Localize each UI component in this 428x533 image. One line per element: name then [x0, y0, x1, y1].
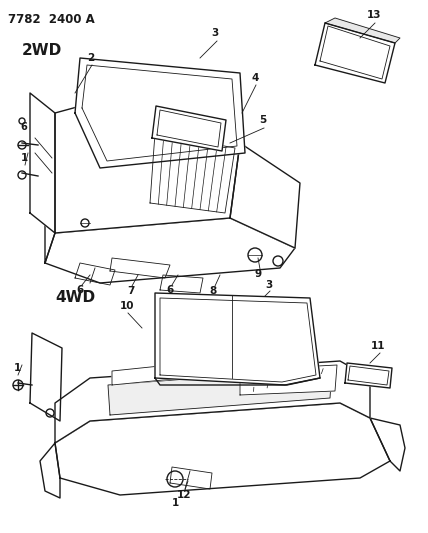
- Text: 1: 1: [171, 498, 178, 508]
- Text: 6: 6: [76, 285, 83, 295]
- Polygon shape: [112, 358, 237, 385]
- Text: 10: 10: [120, 301, 134, 311]
- Polygon shape: [152, 106, 226, 151]
- Polygon shape: [325, 18, 400, 43]
- Text: 3: 3: [265, 280, 273, 290]
- Polygon shape: [315, 23, 395, 83]
- Polygon shape: [55, 403, 390, 495]
- Polygon shape: [55, 98, 240, 233]
- Text: 4: 4: [251, 73, 259, 83]
- Text: 11: 11: [371, 341, 385, 351]
- Text: 9: 9: [254, 269, 262, 279]
- Polygon shape: [150, 133, 235, 213]
- Text: 7782  2400 A: 7782 2400 A: [8, 13, 95, 26]
- Text: 2WD: 2WD: [22, 43, 62, 58]
- Text: 12: 12: [177, 490, 191, 500]
- Text: 3: 3: [211, 28, 219, 38]
- Polygon shape: [108, 368, 332, 415]
- Text: 8: 8: [209, 286, 217, 296]
- Text: 6: 6: [21, 122, 27, 132]
- Text: 2: 2: [87, 53, 95, 63]
- Polygon shape: [55, 361, 370, 443]
- Polygon shape: [240, 365, 337, 395]
- Polygon shape: [30, 333, 62, 421]
- Polygon shape: [45, 193, 55, 263]
- Text: 5: 5: [259, 115, 267, 125]
- Polygon shape: [30, 93, 55, 233]
- Polygon shape: [155, 293, 320, 385]
- Text: 7: 7: [127, 286, 135, 296]
- Text: 13: 13: [367, 10, 381, 20]
- Polygon shape: [345, 363, 392, 388]
- Text: 6: 6: [166, 285, 174, 295]
- Polygon shape: [40, 443, 60, 498]
- Polygon shape: [75, 58, 245, 168]
- Text: 1: 1: [21, 153, 28, 163]
- Text: 4WD: 4WD: [55, 290, 95, 305]
- Polygon shape: [370, 418, 405, 471]
- Polygon shape: [45, 218, 295, 283]
- Text: 1: 1: [13, 363, 21, 373]
- Polygon shape: [230, 143, 300, 248]
